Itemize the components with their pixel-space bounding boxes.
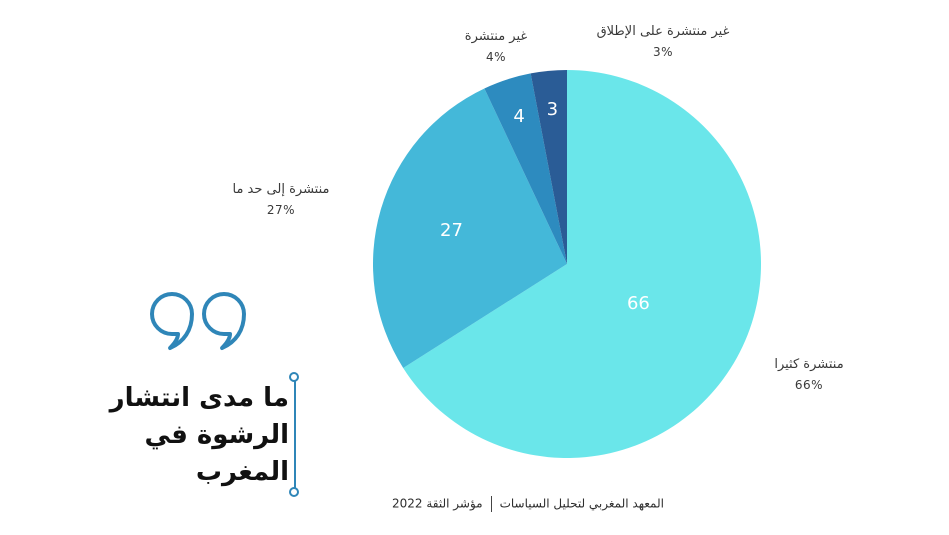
label-ila-had-ma: منتشرة إلى حد ما 27%: [206, 180, 356, 220]
footer-institute: المعهد المغربي لتحليل السياسات: [499, 496, 664, 511]
title-line-3: المغرب: [195, 457, 289, 487]
title-line-2: الرشوة في: [144, 420, 289, 450]
divider-dot-bottom: [289, 487, 299, 497]
label-ila-had-ma-pct: 27%: [266, 203, 296, 217]
slice-ila-had-ma: [372, 88, 567, 368]
page-title: ما مدى انتشار الرشوة في المغرب: [110, 380, 289, 491]
slice-ghayr-value-label: 4: [513, 106, 524, 127]
slice-ila-had-ma-value-label: 27: [440, 220, 463, 241]
title-divider: [294, 378, 296, 492]
label-ghayr-itlaqan-name: غير منتشرة على الإطلاق: [596, 24, 730, 39]
footer: المعهد المغربي لتحليل السياسات مؤشر الثقة…: [392, 496, 664, 512]
title-line-1: ما مدى انتشار: [109, 383, 289, 413]
label-ghayr-itlaqan: غير منتشرة على الإطلاق 3%: [578, 22, 748, 62]
slice-ghayr: [484, 73, 567, 264]
label-ghayr: غير منتشرة 4%: [448, 27, 544, 67]
footer-index: مؤشر الثقة 2022: [392, 496, 483, 511]
slice-kathiran-value-label: 66: [627, 293, 650, 314]
slice-kathiran: [403, 70, 761, 459]
footer-separator: [490, 496, 492, 512]
label-ila-had-ma-name: منتشرة إلى حد ما: [232, 182, 330, 197]
quote-icon: [150, 292, 246, 350]
label-kathiran-name: منتشرة كثيرا: [774, 357, 844, 372]
divider-dot-top: [289, 372, 299, 382]
label-kathiran: منتشرة كثيرا 66%: [754, 355, 864, 395]
label-kathiran-pct: 66%: [794, 378, 824, 392]
slice-ghayr-itlaqan: [530, 70, 567, 264]
label-ghayr-itlaqan-pct: 3%: [652, 45, 674, 59]
label-ghayr-name: غير منتشرة: [464, 29, 528, 44]
slice-ghayr-itlaqan-value-label: 3: [547, 99, 558, 120]
label-ghayr-pct: 4%: [485, 50, 507, 64]
